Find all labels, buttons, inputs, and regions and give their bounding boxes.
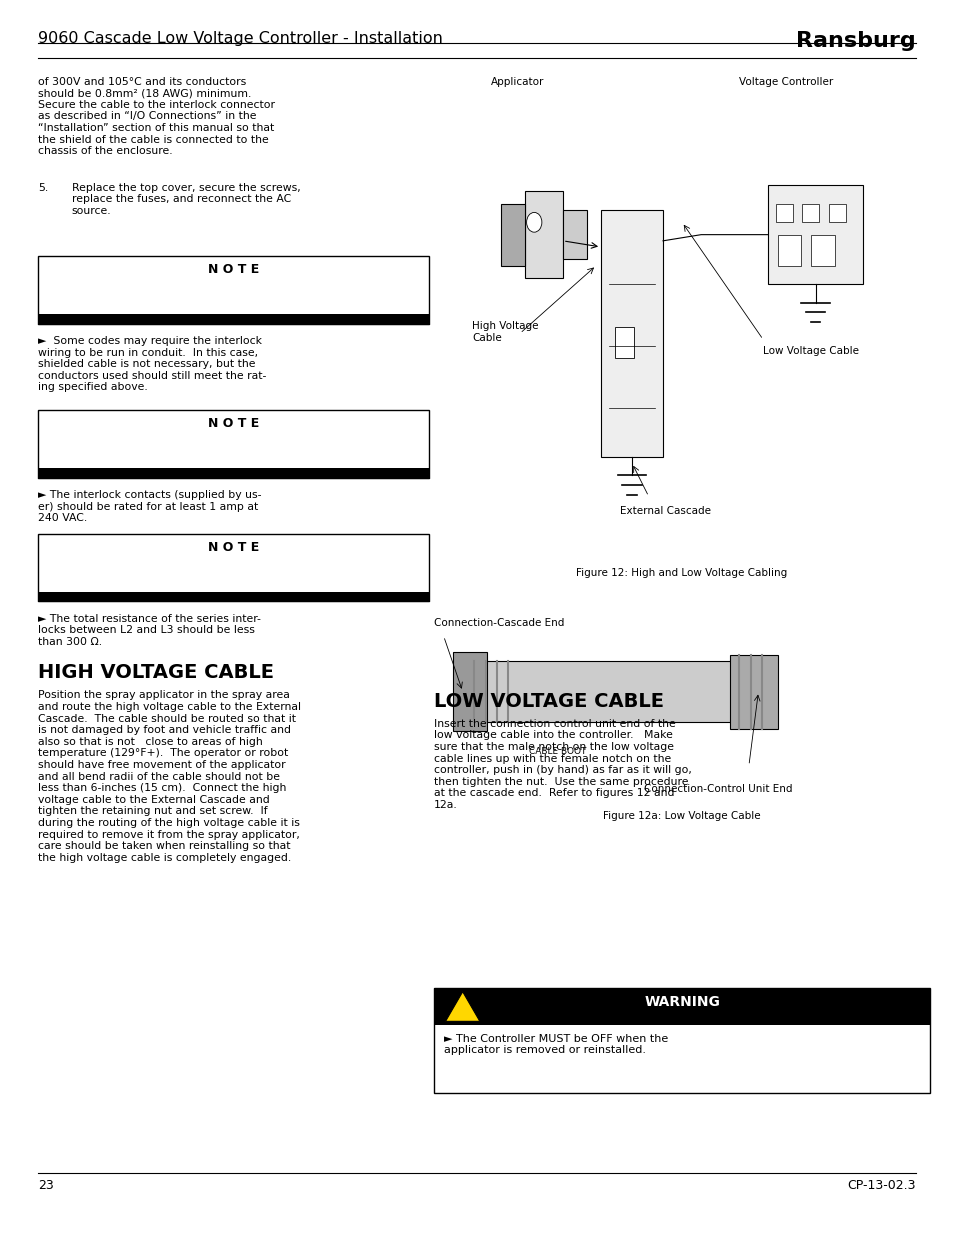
Text: Replace the top cover, secure the screws,
replace the fuses, and reconnect the A: Replace the top cover, secure the screws… bbox=[71, 183, 300, 216]
Text: Position the spray applicator in the spray area
and route the high voltage cable: Position the spray applicator in the spr… bbox=[38, 690, 301, 863]
Text: of 300V and 105°C and its conductors
should be 0.8mm² (18 AWG) minimum.
Secure t: of 300V and 105°C and its conductors sho… bbox=[38, 77, 274, 156]
Text: Insert the connection control unit end of the
low voltage cable into the control: Insert the connection control unit end o… bbox=[434, 719, 691, 810]
Text: Ransburg: Ransburg bbox=[795, 31, 915, 51]
Text: Figure 12a: Low Voltage Cable: Figure 12a: Low Voltage Cable bbox=[602, 811, 760, 821]
FancyBboxPatch shape bbox=[38, 256, 429, 324]
Text: Voltage Controller: Voltage Controller bbox=[739, 77, 833, 86]
Bar bbox=[801, 204, 819, 222]
Bar bbox=[524, 191, 562, 278]
Text: Applicator: Applicator bbox=[491, 77, 544, 86]
Bar bbox=[38, 592, 429, 601]
Bar bbox=[38, 468, 429, 478]
Bar bbox=[453, 652, 486, 731]
Text: Figure 12: High and Low Voltage Cabling: Figure 12: High and Low Voltage Cabling bbox=[576, 568, 787, 578]
Polygon shape bbox=[445, 992, 479, 1021]
Text: LOW VOLTAGE CABLE: LOW VOLTAGE CABLE bbox=[434, 692, 663, 710]
Bar bbox=[472, 661, 739, 722]
Bar bbox=[775, 204, 792, 222]
Bar bbox=[615, 327, 634, 358]
Text: N O T E: N O T E bbox=[208, 263, 259, 277]
Text: Connection-Cascade End: Connection-Cascade End bbox=[434, 618, 564, 627]
Text: Low Voltage Cable: Low Voltage Cable bbox=[762, 346, 859, 356]
Circle shape bbox=[526, 212, 541, 232]
Text: ►  Some codes may require the interlock
wiring to be run in conduit.  In this ca: ► Some codes may require the interlock w… bbox=[38, 336, 266, 393]
Text: High Voltage
Cable: High Voltage Cable bbox=[472, 321, 538, 342]
Text: 23: 23 bbox=[38, 1179, 54, 1193]
Text: !: ! bbox=[459, 1003, 465, 1015]
FancyBboxPatch shape bbox=[434, 988, 929, 1093]
Text: External Cascade: External Cascade bbox=[619, 506, 710, 516]
Bar bbox=[729, 655, 777, 729]
Text: HIGH VOLTAGE CABLE: HIGH VOLTAGE CABLE bbox=[38, 663, 274, 682]
Bar bbox=[434, 988, 929, 1025]
Text: ► The total resistance of the series inter-
locks between L2 and L3 should be le: ► The total resistance of the series int… bbox=[38, 614, 261, 647]
Bar bbox=[500, 204, 524, 266]
Bar bbox=[38, 314, 429, 324]
Bar bbox=[600, 210, 662, 457]
Text: N O T E: N O T E bbox=[208, 541, 259, 555]
Bar bbox=[562, 210, 586, 259]
Text: CABLE BOOT: CABLE BOOT bbox=[529, 747, 586, 756]
Text: ► The interlock contacts (supplied by us-
er) should be rated for at least 1 amp: ► The interlock contacts (supplied by us… bbox=[38, 490, 261, 524]
Bar bbox=[777, 235, 801, 266]
FancyBboxPatch shape bbox=[38, 410, 429, 478]
Bar bbox=[767, 185, 862, 284]
FancyBboxPatch shape bbox=[38, 534, 429, 601]
Text: Connection-Control Unit End: Connection-Control Unit End bbox=[643, 784, 792, 794]
Bar bbox=[810, 235, 834, 266]
Text: 9060 Cascade Low Voltage Controller - Installation: 9060 Cascade Low Voltage Controller - In… bbox=[38, 31, 442, 46]
Text: ► The Controller MUST be OFF when the
applicator is removed or reinstalled.: ► The Controller MUST be OFF when the ap… bbox=[443, 1034, 667, 1055]
Text: WARNING: WARNING bbox=[643, 995, 720, 1009]
Text: CP-13-02.3: CP-13-02.3 bbox=[846, 1179, 915, 1193]
Text: 5.: 5. bbox=[38, 183, 49, 193]
Bar bbox=[828, 204, 845, 222]
Text: N O T E: N O T E bbox=[208, 417, 259, 431]
